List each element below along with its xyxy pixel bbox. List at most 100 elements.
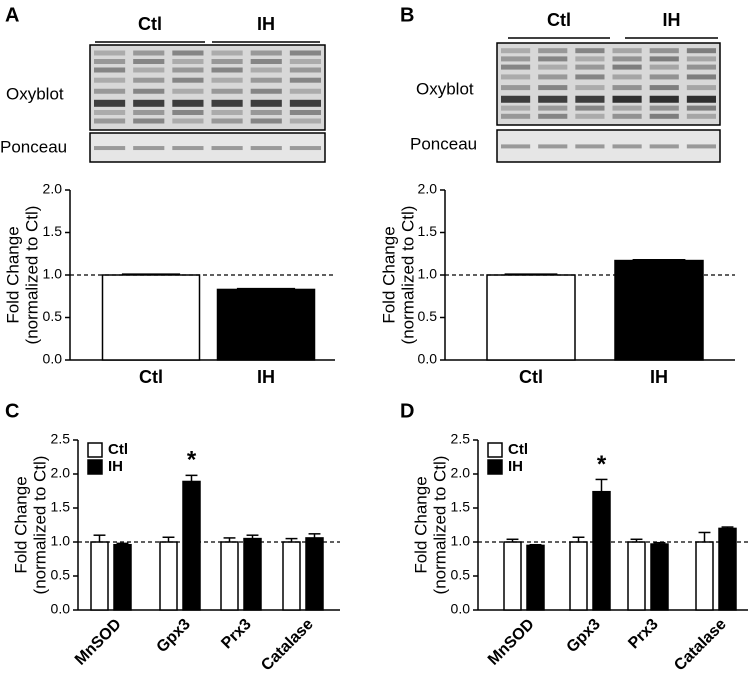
blot-band (501, 74, 531, 80)
bar (90, 541, 109, 611)
error-bar (223, 537, 236, 542)
legend-swatch (87, 459, 103, 475)
y-tick-label: 0.0 (51, 601, 71, 617)
panel-letter: B (400, 4, 414, 26)
blot-band (289, 99, 321, 107)
blot-band (686, 56, 716, 62)
blot-band (94, 99, 126, 107)
y-axis-label: (normalized to Ctl) (430, 456, 449, 595)
blot-band (133, 110, 165, 115)
blot-band (289, 88, 321, 94)
blot-band (686, 95, 716, 103)
blot-band (649, 144, 679, 149)
y-axis-label: (normalized to Ctl) (30, 456, 49, 595)
blot-band (575, 56, 605, 62)
blot-band (289, 110, 321, 115)
blot-band (501, 95, 531, 103)
y-tick-label: 2.5 (451, 431, 471, 447)
blot-band (612, 85, 642, 91)
blot-band (686, 48, 716, 54)
blot-band (211, 88, 243, 94)
blot-band (649, 105, 679, 111)
blot-band (133, 146, 165, 151)
significance-marker: * (597, 451, 607, 478)
blot-group-label: IH (663, 10, 681, 30)
blot-band (133, 59, 165, 64)
blot-band (250, 99, 282, 107)
y-axis-label: Fold Change (379, 226, 398, 323)
blot-band (250, 77, 282, 83)
blot-band (538, 48, 568, 54)
y-tick-label: 0.0 (418, 351, 438, 367)
blot-band (501, 48, 531, 54)
y-tick-label: 0.0 (43, 351, 63, 367)
bar (526, 544, 545, 611)
y-tick-label: 0.0 (451, 601, 471, 617)
blot-band (172, 118, 204, 124)
bar (159, 541, 178, 611)
blot-band (211, 50, 243, 56)
blot-band (133, 88, 165, 94)
x-tick-label: MnSOD (72, 616, 125, 669)
blot-band (649, 64, 679, 70)
blot-band (172, 67, 204, 73)
blot-band (172, 77, 204, 83)
y-tick-label: 2.0 (51, 465, 71, 481)
blot-band (649, 85, 679, 91)
blot-band (575, 85, 605, 91)
y-tick-label: 1.0 (43, 266, 63, 282)
blot-band (172, 146, 204, 151)
blot-band (133, 50, 165, 56)
y-tick-label: 1.0 (451, 533, 471, 549)
blot-band (575, 74, 605, 80)
blot-band (501, 85, 531, 91)
blot-band (612, 48, 642, 54)
blot-band (649, 48, 679, 54)
error-bar (162, 536, 175, 542)
blot-band (686, 85, 716, 91)
blot-band (686, 64, 716, 70)
oxyblot-image (89, 44, 326, 131)
bar (627, 541, 646, 611)
blot-band (172, 50, 204, 56)
blot-band (612, 64, 642, 70)
x-tick-label: Gpx3 (153, 616, 193, 656)
y-tick-label: 0.5 (451, 567, 471, 583)
panel-letter: A (5, 4, 19, 26)
y-tick-label: 1.5 (451, 499, 471, 515)
blot-band (575, 144, 605, 149)
blot-band (538, 64, 568, 70)
error-bar (93, 534, 106, 542)
blot-band (94, 77, 126, 83)
blot-band (538, 85, 568, 91)
blot-band (250, 67, 282, 73)
bar (569, 541, 588, 611)
bar (695, 541, 714, 611)
error-bar (529, 543, 542, 546)
y-tick-label: 0.5 (51, 567, 71, 583)
error-bar (236, 287, 296, 290)
error-bar (632, 258, 686, 261)
blot-band (250, 110, 282, 115)
x-tick-label: IH (257, 367, 275, 387)
blot-band (289, 146, 321, 151)
bar (282, 541, 301, 611)
legend-label: Ctl (108, 441, 128, 458)
oxyblot-image (496, 42, 721, 126)
y-axis-label: (normalized to Ctl) (22, 206, 41, 345)
blot-label: Oxyblot (416, 79, 474, 98)
error-bar (721, 526, 734, 529)
blot-band (649, 56, 679, 62)
blot-band (538, 56, 568, 62)
bar (718, 527, 737, 611)
x-tick-label: MnSOD (485, 616, 538, 669)
blot-band (211, 67, 243, 73)
legend-label: IH (508, 458, 523, 475)
blot-band (289, 77, 321, 83)
blot-band (538, 113, 568, 119)
y-axis-label: Fold Change (11, 476, 30, 573)
legend-label: IH (108, 458, 123, 475)
bar (650, 543, 669, 611)
error-bar (246, 534, 259, 539)
blot-band (538, 105, 568, 111)
